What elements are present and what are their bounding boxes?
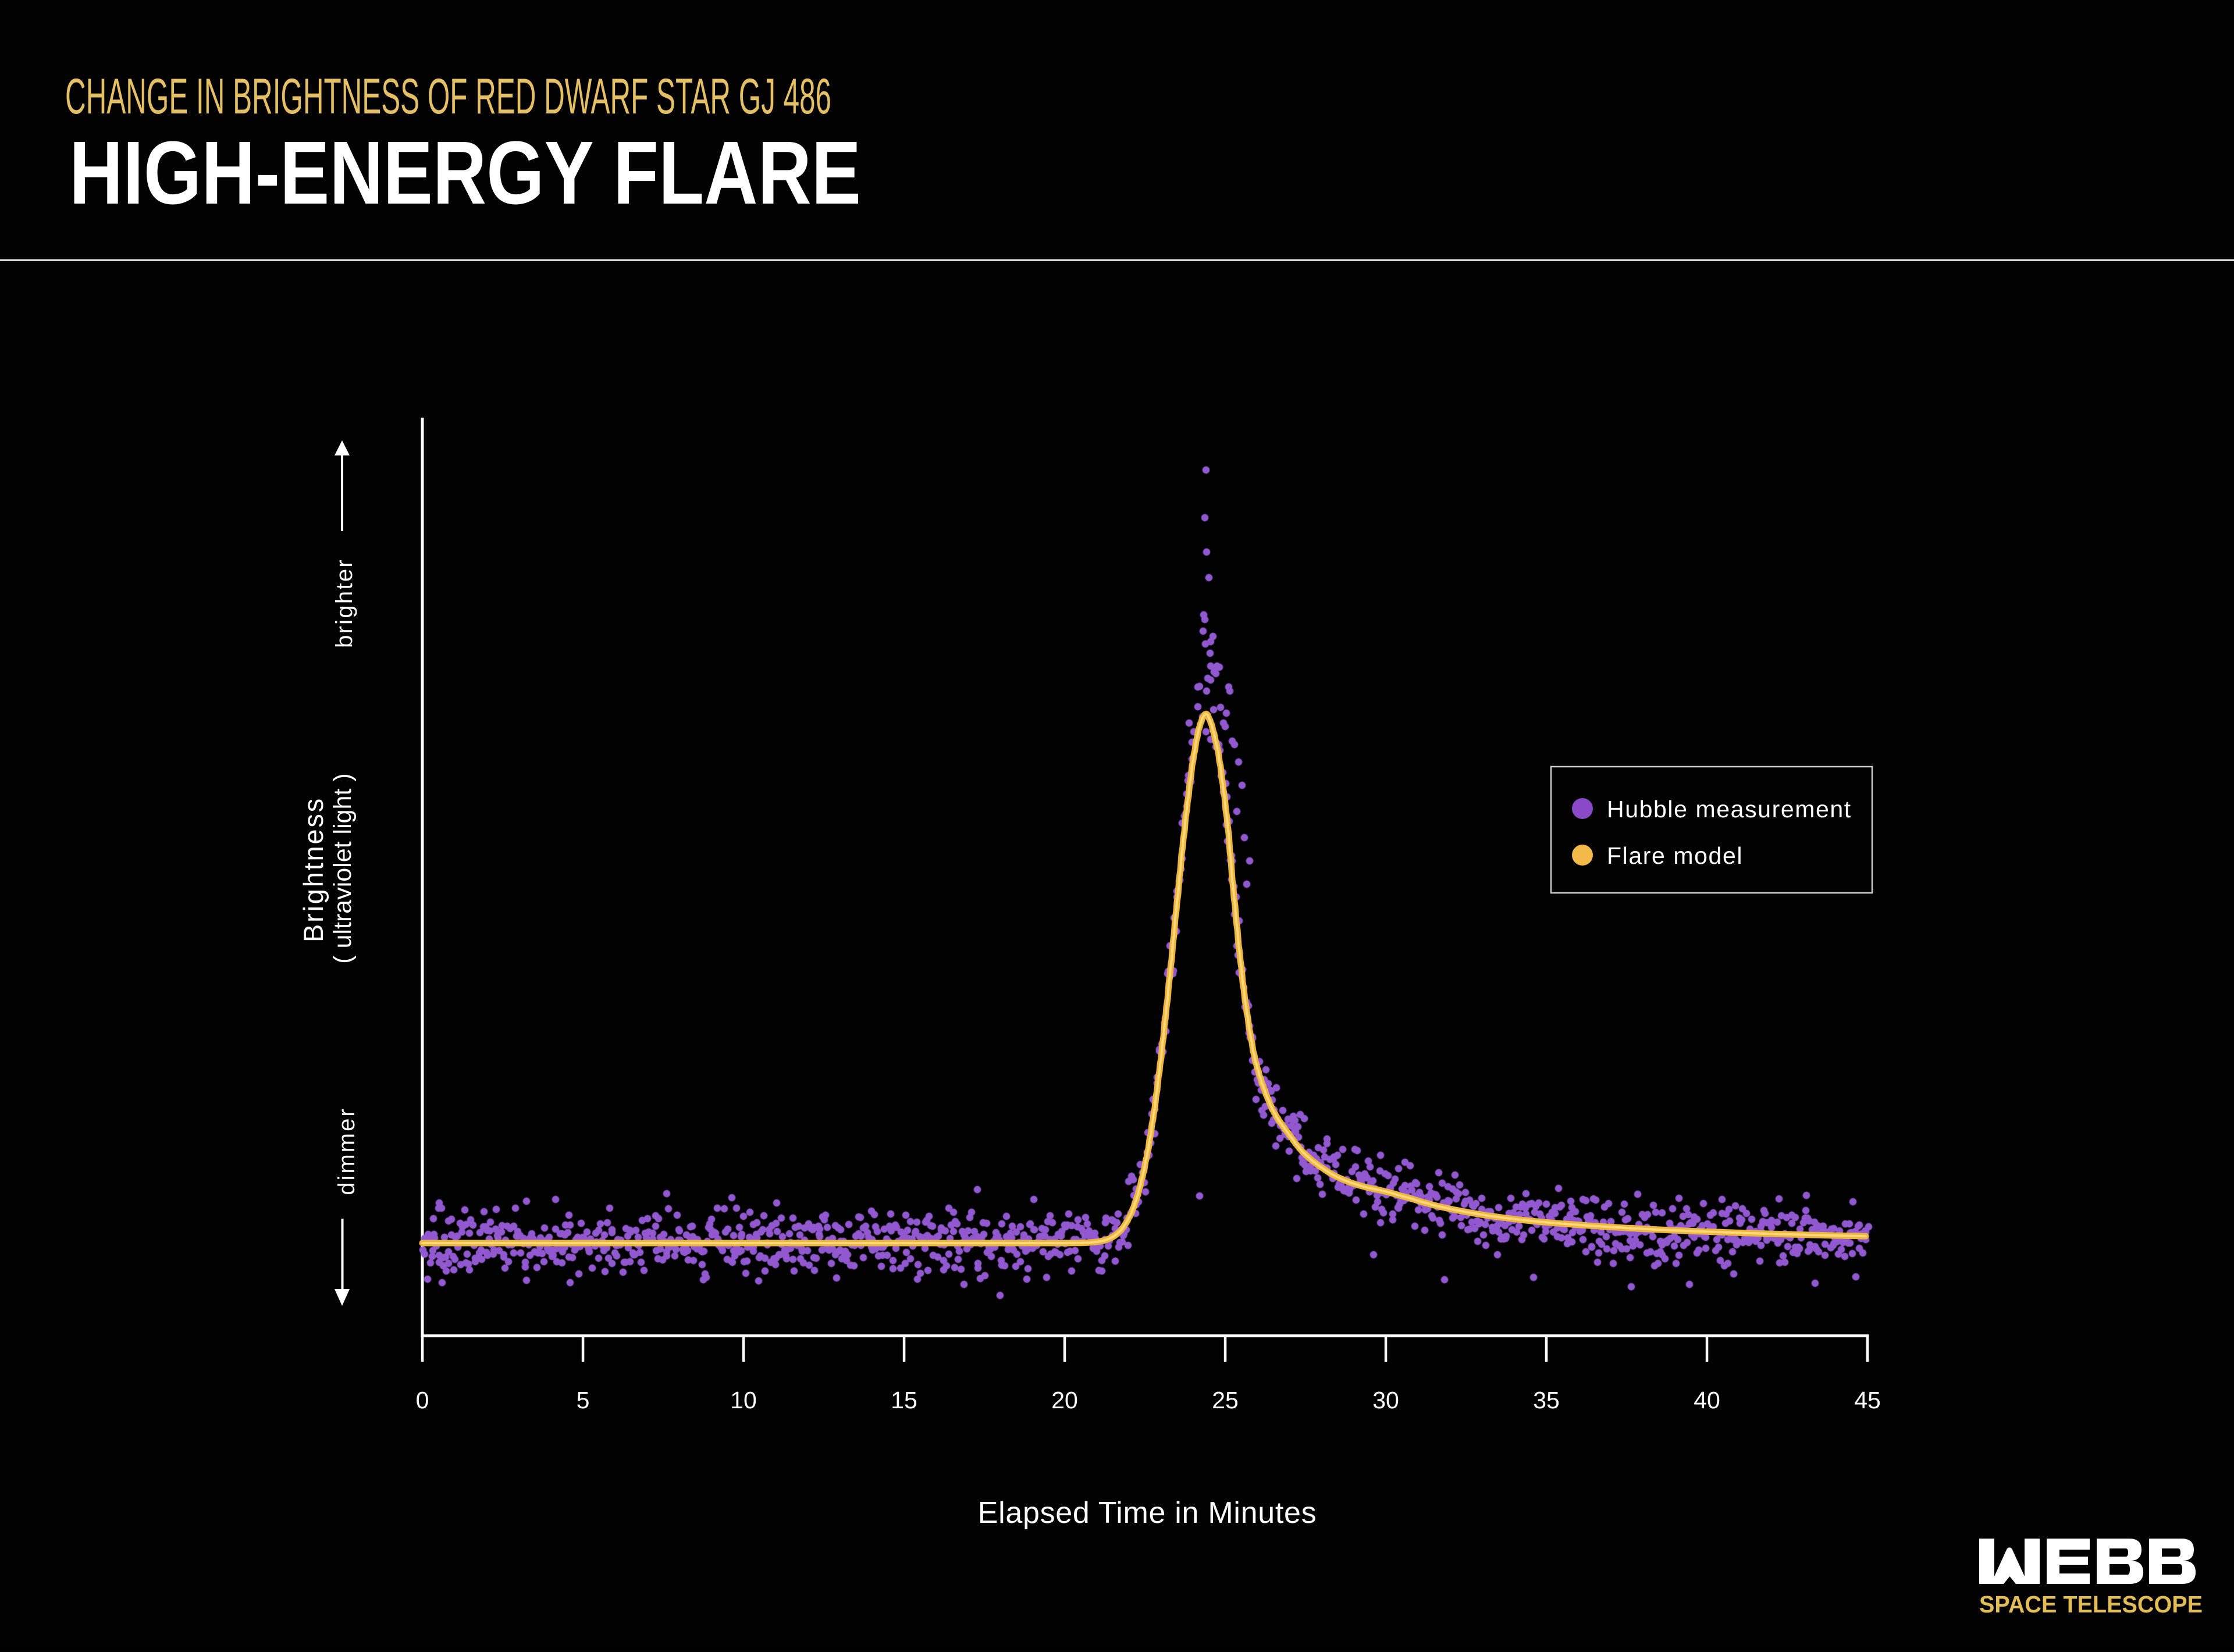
svg-text:Brightness: Brightness xyxy=(298,797,329,942)
svg-text:0: 0 xyxy=(416,1387,429,1414)
svg-text:5: 5 xyxy=(577,1387,590,1414)
svg-text:Flare model: Flare model xyxy=(1607,842,1743,869)
svg-text:Elapsed Time in Minutes: Elapsed Time in Minutes xyxy=(978,1496,1317,1530)
svg-text:30: 30 xyxy=(1372,1387,1399,1414)
svg-text:brighter: brighter xyxy=(332,558,357,648)
svg-text:( ultraviolet light ): ( ultraviolet light ) xyxy=(329,773,357,963)
svg-text:SPACE TELESCOPE: SPACE TELESCOPE xyxy=(1979,1591,2203,1618)
svg-text:10: 10 xyxy=(730,1387,757,1414)
svg-text:15: 15 xyxy=(891,1387,917,1414)
svg-text:CHANGE IN BRIGHTNESS OF RED DW: CHANGE IN BRIGHTNESS OF RED DWARF STAR G… xyxy=(65,69,831,124)
svg-text:35: 35 xyxy=(1533,1387,1560,1414)
svg-text:25: 25 xyxy=(1212,1387,1239,1414)
svg-text:40: 40 xyxy=(1694,1387,1720,1414)
svg-text:45: 45 xyxy=(1854,1387,1881,1414)
svg-text:20: 20 xyxy=(1051,1387,1078,1414)
svg-text:HIGH-ENERGY FLARE: HIGH-ENERGY FLARE xyxy=(69,123,861,223)
svg-text:dimmer: dimmer xyxy=(334,1107,360,1195)
svg-text:Hubble measurement: Hubble measurement xyxy=(1607,796,1852,823)
